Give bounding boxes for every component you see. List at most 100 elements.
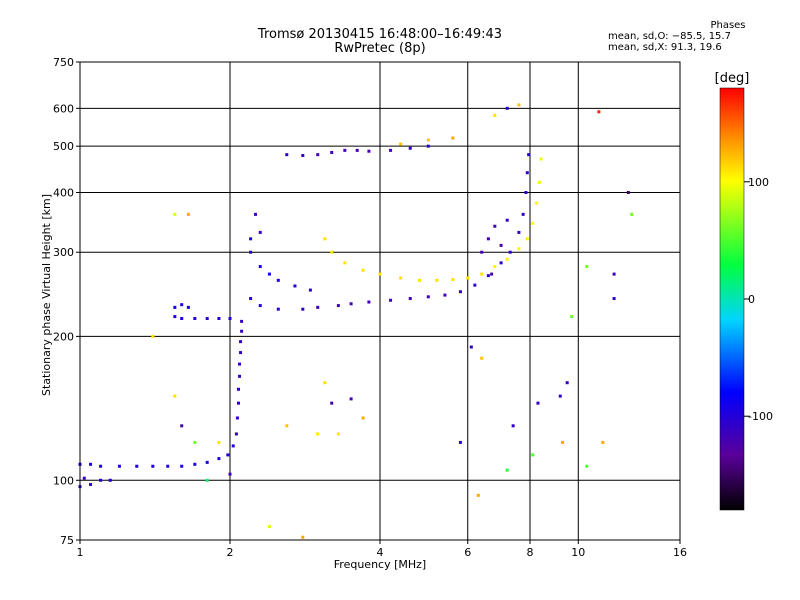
- y-tick-label: 200: [53, 330, 74, 343]
- data-point-Es-vertical: [238, 362, 242, 366]
- data-point-F1-left: [173, 305, 177, 309]
- data-point-F-spread: [276, 278, 280, 282]
- data-point-F1-left: [205, 316, 209, 320]
- data-point-F-O-yellow: [531, 221, 535, 225]
- data-point-F-X-blue: [525, 171, 529, 175]
- data-point-scattered: [217, 440, 221, 444]
- colorbar-label: [deg]: [715, 71, 750, 86]
- data-point-scattered: [536, 401, 540, 405]
- data-point-scattered: [330, 401, 334, 405]
- data-point-F-spread: [249, 237, 253, 241]
- data-point-E-trace: [99, 464, 103, 468]
- data-point-scattered: [458, 440, 462, 444]
- data-point-scattered: [612, 297, 616, 301]
- x-tick-label: 1: [77, 546, 84, 559]
- data-point-Es-vertical: [238, 374, 242, 378]
- data-point-F-O-yellow: [343, 261, 347, 265]
- x-tick-label: 2: [227, 546, 234, 559]
- data-point-F-X-blue: [276, 307, 280, 311]
- data-point-E-trace: [89, 462, 93, 466]
- data-point-scattered: [570, 315, 574, 319]
- data-point-F-X-blue: [258, 304, 262, 308]
- data-point-E-trace: [226, 453, 230, 457]
- data-point-scattered: [316, 432, 320, 436]
- data-point-F-X-blue: [458, 290, 462, 294]
- data-point-Es-vertical: [236, 401, 240, 405]
- data-point-scattered: [151, 334, 155, 338]
- data-point-lower-E: [89, 482, 93, 486]
- data-point-Es-vertical: [240, 319, 244, 323]
- data-point-multi-hop: [343, 148, 347, 152]
- data-point-F-X-blue: [316, 305, 320, 309]
- x-tick-label: 16: [673, 546, 687, 559]
- data-point-F-spread: [249, 250, 253, 254]
- data-point-multi-hop: [367, 149, 371, 153]
- data-point-F-O-yellow: [323, 237, 327, 241]
- data-point-E-trace: [117, 464, 121, 468]
- x-tick-label: 10: [571, 546, 585, 559]
- data-point-F1-left: [180, 316, 184, 320]
- data-point-F-X-blue: [249, 297, 253, 301]
- axes: 1 2 4 6 8 10 16 75 100 200 300 400 500 600 750: [53, 56, 687, 559]
- chart-title: Tromsø 20130415 16:48:00–16:49:43 RwPret…: [200, 28, 560, 56]
- data-point-F1-left: [180, 303, 184, 307]
- data-point-multi-hop: [399, 142, 403, 146]
- data-point-right-cusp: [505, 218, 509, 222]
- colorbar-gradient: [720, 88, 744, 510]
- data-point-scattered: [511, 424, 515, 428]
- data-point-F-O-yellow: [539, 157, 543, 161]
- data-point-F-O-yellow: [535, 201, 539, 205]
- data-point-scattered: [186, 212, 190, 216]
- data-point-multi-hop: [493, 113, 497, 117]
- data-point-F-O-yellow: [361, 268, 365, 272]
- data-point-multi-hop: [408, 146, 412, 150]
- data-point-scattered: [585, 265, 589, 269]
- data-point-scattered: [180, 424, 184, 428]
- data-point-F-X-blue: [408, 297, 412, 301]
- data-point-F-X-blue: [336, 304, 340, 308]
- data-point-Es-vertical: [235, 416, 239, 420]
- data-point-F-X-blue: [473, 283, 477, 287]
- chart-title-line2: RwPretec (8p): [334, 41, 426, 56]
- data-point-multi-hop: [451, 136, 455, 140]
- data-point-F-O-yellow: [378, 272, 382, 276]
- data-point-scattered: [626, 190, 630, 194]
- data-point-E-trace: [205, 460, 209, 464]
- data-point-E-trace: [151, 464, 155, 468]
- data-point-scattered: [612, 272, 616, 276]
- grid: [80, 62, 680, 540]
- data-point-E-trace: [193, 462, 197, 466]
- data-point-lower-E: [82, 476, 86, 480]
- data-point-scattered: [336, 432, 340, 436]
- data-point-E-trace: [180, 464, 184, 468]
- data-point-F1-left: [228, 316, 232, 320]
- data-point-right-cusp: [480, 250, 484, 254]
- data-point-F-X-blue: [524, 190, 528, 194]
- data-point-Es-vertical: [239, 340, 243, 344]
- data-point-F1-left: [186, 305, 190, 309]
- data-point-right-cusp: [493, 224, 497, 228]
- data-point-scattered: [558, 394, 562, 398]
- data-point-F-spread: [267, 272, 271, 276]
- x-tick-label: 8: [527, 546, 534, 559]
- data-point-E-trace: [231, 444, 235, 448]
- data-point-F-O-yellow: [451, 278, 455, 282]
- data-point-F-spread: [258, 230, 262, 234]
- x-axis-label: Frequency [MHz]: [333, 558, 427, 571]
- x-tick-label: 6: [464, 546, 471, 559]
- data-point-F1-left: [173, 315, 177, 319]
- data-point-multi-hop: [355, 148, 359, 152]
- data-point-F-O-yellow: [466, 276, 470, 280]
- data-point-multi-hop: [389, 148, 393, 152]
- data-point-E-trace: [217, 457, 221, 461]
- data-point-right-cusp: [486, 237, 490, 241]
- phases-line-o: mean, sd,O: −85.5, 15.7: [608, 31, 731, 42]
- y-tick-label: 75: [60, 534, 74, 547]
- data-point-F-X-blue: [521, 212, 525, 216]
- y-tick-label: 750: [53, 56, 74, 69]
- data-point-multi-hop: [330, 150, 334, 154]
- data-point-F-spread: [253, 212, 257, 216]
- data-point-lower-E: [108, 478, 112, 482]
- data-point-scattered: [601, 440, 605, 444]
